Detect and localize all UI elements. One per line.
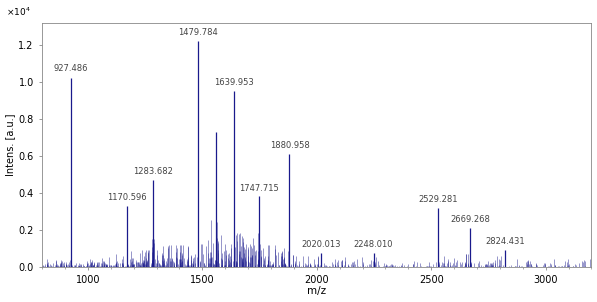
X-axis label: m/z: m/z [307, 286, 327, 297]
Text: 2248.010: 2248.010 [354, 240, 393, 249]
Text: 1639.953: 1639.953 [214, 78, 254, 87]
Text: $\times10^4$: $\times10^4$ [7, 5, 31, 18]
Text: 2824.431: 2824.431 [485, 237, 525, 246]
Text: 2529.281: 2529.281 [418, 195, 458, 204]
Text: 1283.682: 1283.682 [133, 167, 173, 176]
Text: 927.486: 927.486 [54, 63, 88, 72]
Text: 1170.596: 1170.596 [107, 193, 147, 202]
Text: 1880.958: 1880.958 [270, 141, 309, 150]
Text: 2669.268: 2669.268 [450, 215, 490, 224]
Y-axis label: Intens. [a.u.]: Intens. [a.u.] [5, 114, 16, 176]
Text: 1479.784: 1479.784 [178, 28, 217, 37]
Text: 1747.715: 1747.715 [239, 184, 279, 193]
Text: 2020.013: 2020.013 [301, 240, 341, 249]
